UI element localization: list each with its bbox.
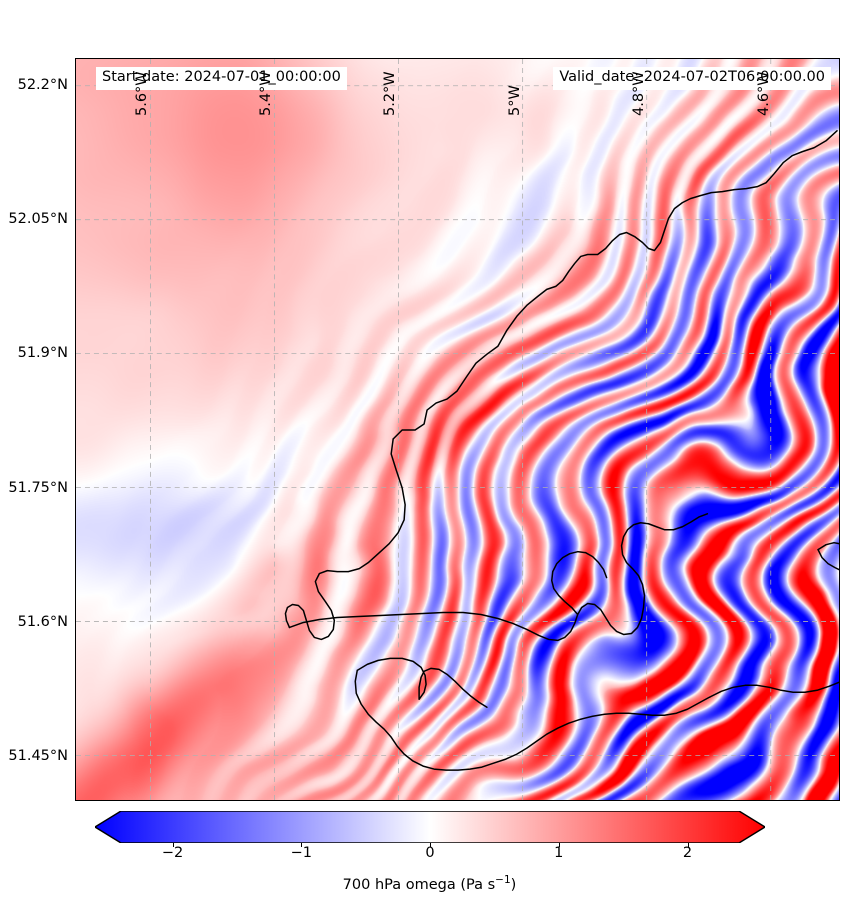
coastline-path [392, 130, 838, 440]
colorbar-tick-mark [172, 843, 174, 847]
colorbar [95, 811, 765, 843]
x-tick-label: 5.4°W [258, 71, 275, 116]
x-tick-label: 4.6°W [755, 71, 772, 116]
x-tick-label: 5.2°W [382, 71, 399, 116]
coastline-path [284, 438, 406, 641]
coastline-path [817, 541, 839, 551]
coastline-path [288, 513, 709, 642]
colorbar-label: 700 hPa omega (Pa s−1) [0, 874, 859, 893]
coastline [284, 130, 839, 771]
y-tick-label: 52.05°N [8, 211, 68, 228]
colorbar-body [95, 811, 765, 843]
x-tick-label: 5.6°W [133, 71, 150, 116]
colorbar-tick-label: 2 [682, 845, 693, 861]
y-tick-label: 51.75°N [8, 479, 68, 496]
omega-field-heatmap [76, 59, 839, 800]
valid-date-annotation: Valid_date: 2024-07-02T06:00:00.00 [553, 67, 831, 90]
coastline-path [551, 550, 608, 616]
colorbar-label-suffix: ) [510, 876, 517, 893]
x-tick-label: 4.8°W [631, 71, 648, 116]
colorbar-tick-label: 0 [425, 845, 435, 861]
colorbar-tick-label: −1 [290, 845, 312, 861]
colorbar-label-exponent: −1 [495, 874, 511, 886]
start-date-annotation: Start date: 2024-07-01_00:00:00 [96, 67, 347, 90]
colorbar-tick-label: 1 [554, 845, 564, 861]
y-tick-label: 52.2°N [17, 76, 68, 93]
coastline-path [356, 657, 488, 708]
colorbar-label-prefix: 700 hPa omega (Pa s [342, 876, 496, 893]
y-tick-label: 51.6°N [17, 613, 68, 630]
y-tick-label: 51.9°N [17, 345, 68, 362]
coastline-path [354, 669, 839, 771]
coastline-path [817, 548, 839, 571]
y-tick-label: 51.45°N [8, 748, 68, 765]
colorbar-tick-mark [687, 843, 689, 847]
map-axes: Start date: 2024-07-01_00:00:00 Valid_da… [75, 58, 840, 801]
colorbar-tick-mark [430, 843, 431, 847]
x-tick-label: 5°W [506, 85, 523, 116]
colorbar-tick-mark [301, 843, 303, 847]
colorbar-tick-mark [558, 843, 560, 847]
colorbar-tick-label: −2 [161, 845, 184, 861]
